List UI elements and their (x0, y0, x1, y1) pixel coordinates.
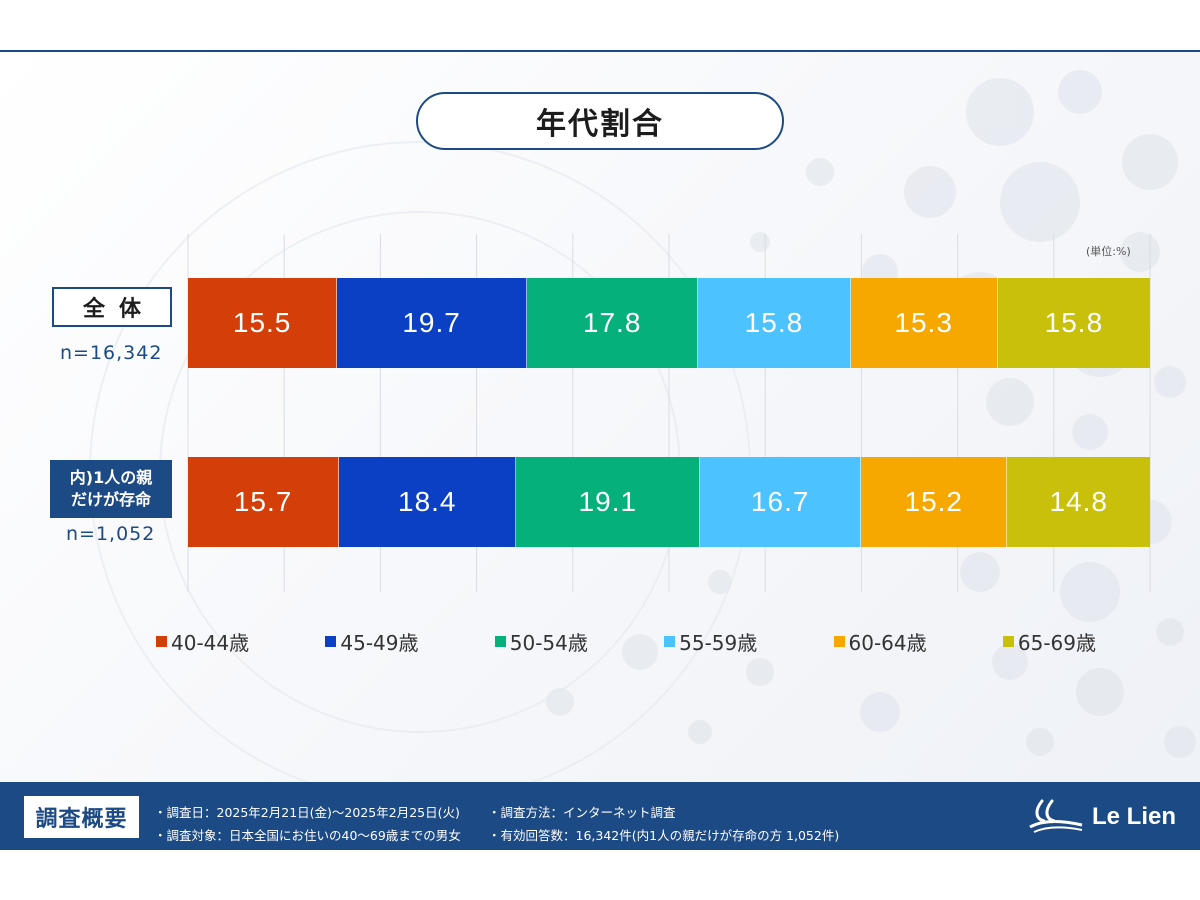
legend-item: 60-64歳 (833, 627, 927, 656)
row-label-all: 全体 (52, 287, 172, 327)
legend-label: 60-64歳 (848, 631, 927, 655)
legend-swatch (494, 636, 506, 647)
chart-title: 年代割合 (416, 92, 784, 150)
row-label-line-1: 内)1人の親 (69, 468, 153, 487)
data-label: 15.3 (894, 307, 953, 338)
survey-response-count: ・有効回答数：16,342件(内1人の親だけが存命の方 1,052件) (488, 828, 840, 843)
survey-date: ・調査日：2025年2月21日(金)～2025年2月25日(火) (154, 805, 460, 820)
bar-segment-60-64歳: 15.3 (850, 278, 998, 368)
data-label: 19.7 (402, 307, 461, 338)
bar-segment-65-69歳: 14.8 (1007, 457, 1150, 547)
data-label: 15.2 (904, 486, 963, 517)
legend-label: 55-59歳 (679, 631, 758, 655)
data-label: 16.7 (750, 486, 810, 517)
slide: 年代割合 (単位:%) 全体 n=16,342 内)1人の親 だけが存命 n=1… (0, 50, 1200, 850)
legend: 40-44歳 45-49歳 50-54歳 55-59歳 60-64歳 65-69歳 (156, 627, 1096, 656)
legend-item: 40-44歳 (156, 627, 249, 656)
brand-logo: Le Lien (1028, 794, 1188, 840)
brand-name: Le Lien (1092, 803, 1177, 830)
legend-item: 50-54歳 (494, 627, 588, 656)
data-label: 15.8 (744, 307, 804, 338)
sample-size-all: n=16,342 (60, 342, 163, 364)
survey-footer: 調査概要 ・調査日：2025年2月21日(金)～2025年2月25日(火) ・調… (0, 782, 1200, 850)
bar-segment-50-54歳: 17.8 (526, 278, 699, 368)
gridlines (187, 234, 1151, 592)
data-label: 15.7 (233, 486, 293, 517)
legend-item: 55-59歳 (664, 627, 757, 656)
bar-segment-40-44歳: 15.7 (188, 457, 340, 547)
data-label: 17.8 (582, 307, 642, 338)
wave-logo-icon (1029, 799, 1083, 833)
data-label: 15.5 (232, 307, 292, 338)
legend-swatch (156, 636, 167, 647)
legend-label: 50-54歳 (509, 631, 588, 655)
data-label: 18.4 (398, 486, 457, 517)
row-label-line-2: だけが存命 (70, 490, 151, 509)
row-label-single-parent: 内)1人の親 だけが存命 (50, 460, 172, 518)
legend-swatch (325, 636, 337, 647)
bar-row-all: 15.5 19.7 17.8 15.8 15.3 15.8 (188, 278, 1150, 368)
legend-label: 45-49歳 (340, 631, 419, 655)
legend-label: 40-44歳 (171, 631, 250, 655)
bar-segment-45-49歳: 18.4 (339, 457, 517, 547)
data-label: 14.8 (1049, 486, 1108, 517)
survey-target: ・調査対象：日本全国にお住いの40～69歳までの男女 (154, 828, 461, 843)
survey-method: ・調査方法：インターネット調査 (488, 805, 676, 820)
bar-segment-50-54歳: 19.1 (516, 457, 701, 547)
legend-swatch (833, 636, 845, 647)
bar-segment-45-49歳: 19.7 (337, 278, 527, 368)
bar-segment-65-69歳: 15.8 (997, 278, 1150, 368)
bar-segment-60-64歳: 15.2 (861, 457, 1008, 547)
bar-segment-55-59歳: 16.7 (700, 457, 862, 547)
data-label: 15.8 (1044, 307, 1104, 338)
data-label: 19.1 (578, 486, 638, 517)
survey-summary-tag: 調査概要 (24, 796, 139, 838)
sample-size-single-parent: n=1,052 (66, 523, 156, 545)
unit-note: (単位:%) (1086, 245, 1131, 258)
legend-item: 65-69歳 (1002, 627, 1096, 656)
bar-segment-40-44歳: 15.5 (188, 278, 338, 368)
legend-label: 65-69歳 (1017, 631, 1096, 655)
bar-segment-55-59歳: 15.8 (698, 278, 851, 368)
bar-row-single-parent: 15.7 18.4 19.1 16.7 15.2 14.8 (188, 457, 1150, 547)
legend-item: 45-49歳 (325, 627, 419, 656)
legend-swatch (1002, 636, 1014, 647)
legend-swatch (664, 636, 676, 647)
